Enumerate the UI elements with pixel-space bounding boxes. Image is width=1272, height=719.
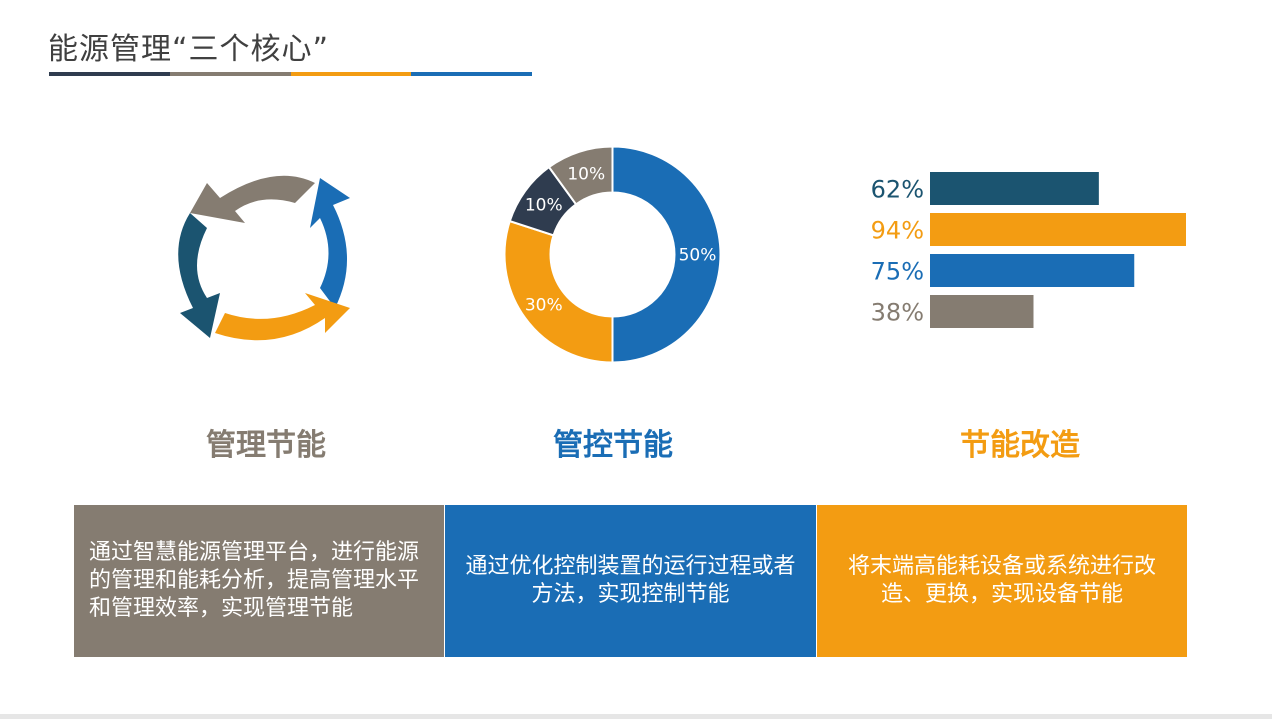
bar-1 xyxy=(930,213,1186,246)
donut-slice-0 xyxy=(611,145,722,364)
card-management: 通过智慧能源管理平台，进行能源的管理和能耗分析，提高管理水平和管理效率，实现管理… xyxy=(74,505,444,657)
title-underline-segment-1 xyxy=(49,72,170,76)
donut-slice-1 xyxy=(503,219,614,364)
donut-label-0: 50% xyxy=(679,246,717,266)
cycle-arrow-gray xyxy=(190,175,315,223)
title-underline-segment-4 xyxy=(411,72,532,76)
bar-label-1: 94% xyxy=(871,217,924,245)
donut-label-3: 10% xyxy=(567,165,605,185)
card-control: 通过优化控制装置的运行过程或者方法，实现控制节能 xyxy=(445,505,816,657)
pillar-title-control: 管控节能 xyxy=(553,428,673,463)
cycle-arrow-teal xyxy=(178,213,220,338)
donut-label-1: 30% xyxy=(525,295,563,315)
bar-label-2: 75% xyxy=(871,258,924,286)
card-control-text: 通过优化控制装置的运行过程或者方法，实现控制节能 xyxy=(465,554,796,607)
title-underline xyxy=(49,72,532,76)
donut-label-2: 10% xyxy=(525,196,563,216)
title-underline-segment-3 xyxy=(290,72,412,76)
bar-2 xyxy=(930,254,1135,287)
pillar-title-retrofit: 节能改造 xyxy=(960,428,1080,463)
bar-3 xyxy=(930,295,1034,328)
cycle-arrow-orange xyxy=(215,293,350,341)
donut-slice-3 xyxy=(547,145,614,206)
footer-line xyxy=(0,714,1272,719)
bar-label-3: 38% xyxy=(871,299,924,327)
bar-0 xyxy=(930,172,1099,205)
card-retrofit-text: 将末端高能耗设备或系统进行改造、更换，实现设备节能 xyxy=(847,554,1156,607)
cycle-arrow-blue xyxy=(310,178,350,308)
card-management-text: 通过智慧能源管理平台，进行能源的管理和能耗分析，提高管理水平和管理效率，实现管理… xyxy=(89,540,420,621)
horizontal-bar-chart: 62% 94% 75% 38% xyxy=(871,172,1186,328)
title-underline-segment-2 xyxy=(169,72,291,76)
pillar-title-management: 管理节能 xyxy=(206,428,326,463)
page-title: 能源管理“三个核心” xyxy=(48,32,330,67)
card-retrofit: 将末端高能耗设备或系统进行改造、更换，实现设备节能 xyxy=(817,505,1187,657)
bar-label-0: 62% xyxy=(871,176,924,204)
donut-chart: 50% 30% 10%10% xyxy=(503,145,722,364)
recycle-arrows-icon xyxy=(178,175,350,341)
